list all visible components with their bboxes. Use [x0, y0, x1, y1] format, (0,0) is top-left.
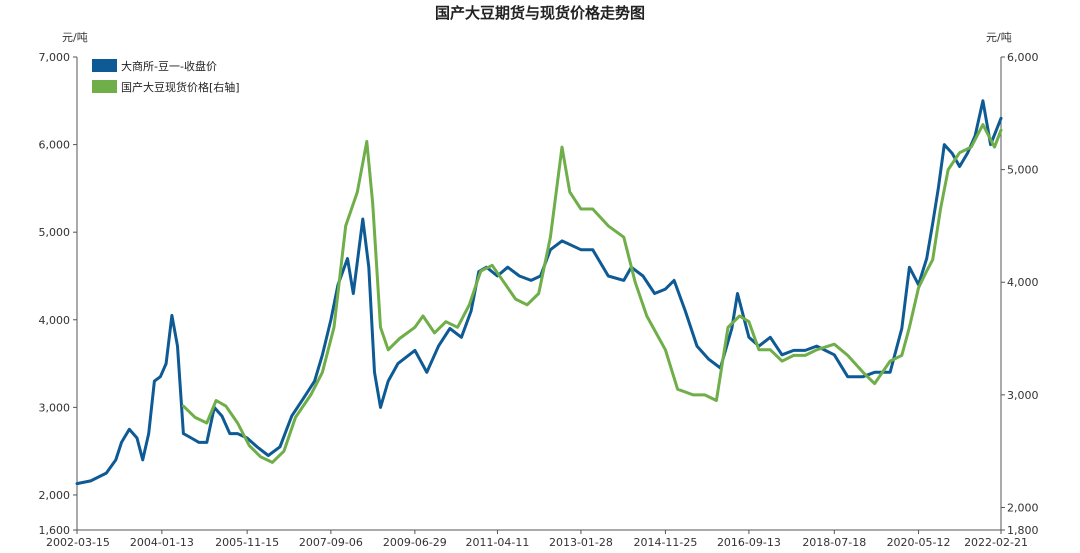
left-tick-label: 7,000 — [39, 51, 71, 64]
axes-layer: 1,600 2,000 3,000 4,000 5,000 6,000 7,000 1,800… — [39, 51, 1039, 549]
legend-label-2: 国产大豆现货价格[右轴] — [121, 80, 240, 94]
left-tick-label: 2,000 — [39, 489, 71, 502]
series-layer — [75, 99, 1003, 486]
x-tick-label: 2007-09-06 — [299, 536, 363, 549]
x-tick-label: 2005-11-15 — [215, 536, 279, 549]
legend-label-1: 大商所-豆一-收盘价 — [121, 59, 217, 73]
legend-swatch-2 — [92, 80, 117, 93]
right-tick-label: 4,000 — [1007, 276, 1039, 289]
x-tick-label: 2013-01-28 — [549, 536, 613, 549]
right-tick-label: 6,000 — [1007, 51, 1039, 64]
chart-title: 国产大豆期货与现货价格走势图 — [435, 4, 645, 22]
x-tick-label: 2011-04-11 — [465, 536, 529, 549]
left-axis-unit: 元/吨 — [62, 31, 88, 44]
legend-swatch-1 — [92, 59, 117, 72]
right-tick-label: 3,000 — [1007, 389, 1039, 402]
series-line-2 — [181, 123, 1003, 464]
x-tick-label: 2022-02-21 — [964, 536, 1028, 549]
left-tick-label: 1,600 — [39, 524, 71, 537]
right-tick-label: 5,000 — [1007, 164, 1039, 177]
left-tick-label: 3,000 — [39, 401, 71, 414]
x-tick-label: 2016-09-13 — [717, 536, 781, 549]
x-tick-label: 2018-07-18 — [802, 536, 866, 549]
x-tick-label: 2020-05-12 — [887, 536, 951, 549]
right-axis-unit: 元/吨 — [986, 31, 1012, 44]
left-tick-label: 6,000 — [39, 139, 71, 152]
x-tick-label: 2009-06-29 — [383, 536, 447, 549]
right-tick-label: 1,800 — [1007, 524, 1039, 537]
left-tick-label: 4,000 — [39, 314, 71, 327]
x-tick-label: 2002-03-15 — [46, 536, 110, 549]
left-tick-label: 5,000 — [39, 226, 71, 239]
x-tick-label: 2014-11-25 — [633, 536, 697, 549]
right-tick-label: 2,000 — [1007, 501, 1039, 514]
x-tick-label: 2004-01-13 — [130, 536, 194, 549]
